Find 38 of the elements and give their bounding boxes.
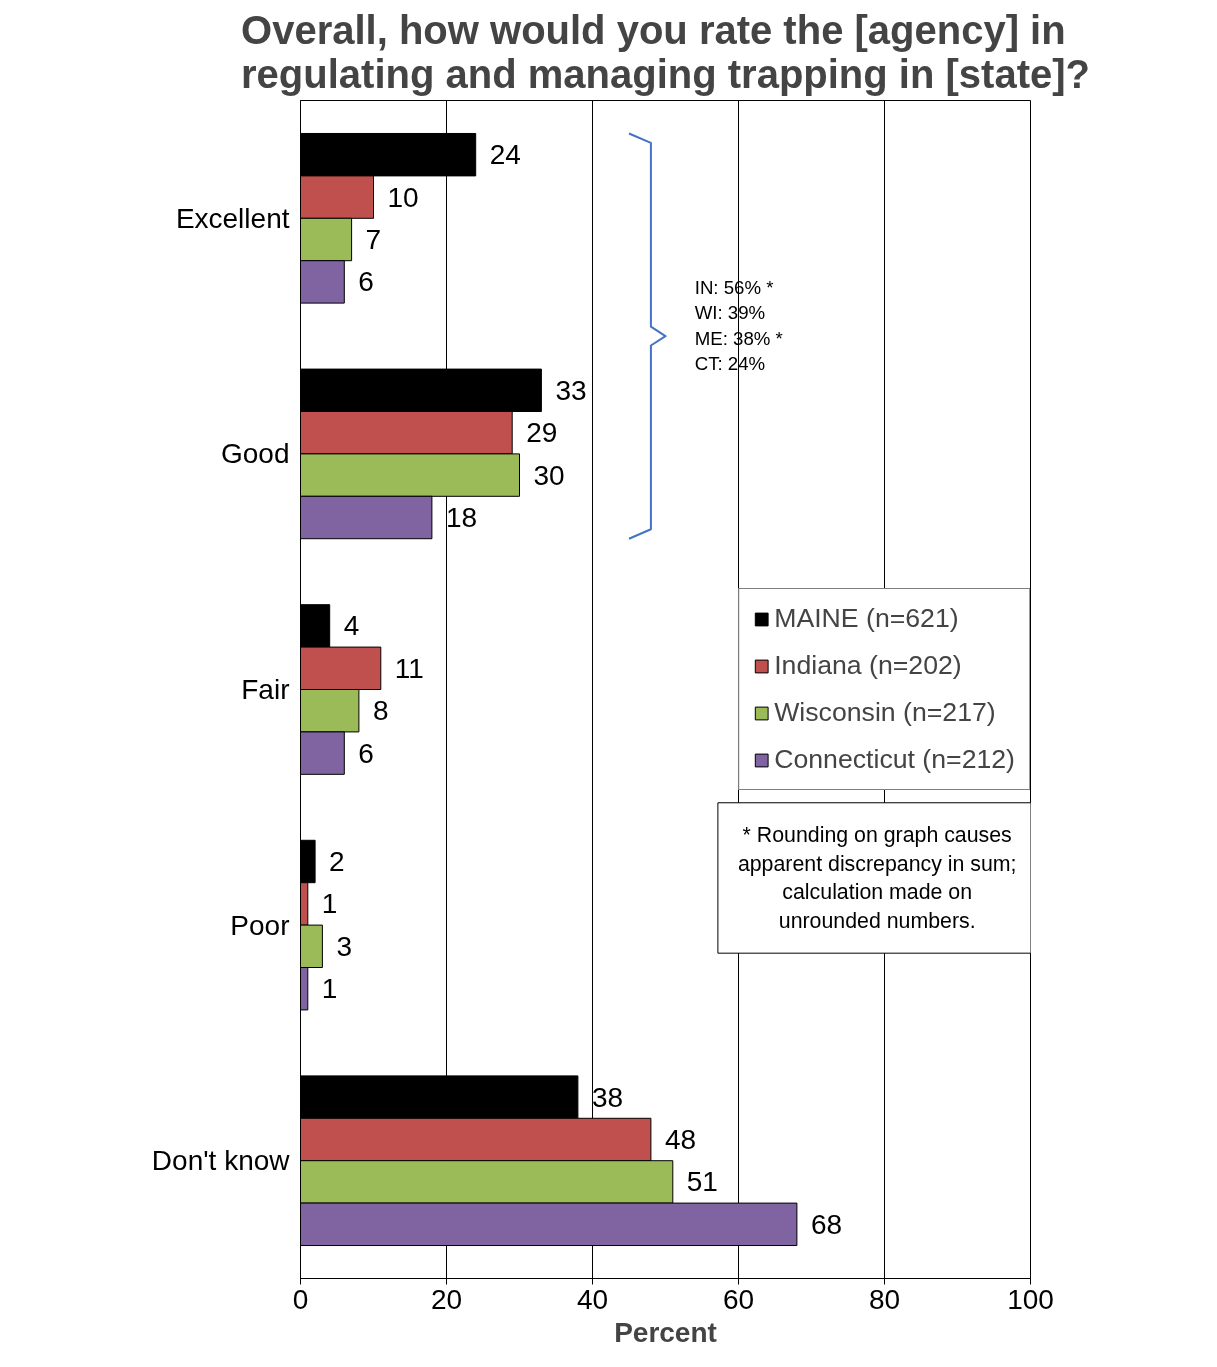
x-tick-label: 100 — [1007, 1283, 1054, 1315]
annotation: * Rounding on graph causes apparent discrepancy in sum; calculation made on unrounded numbers. — [737, 822, 1017, 934]
data-label: 33 — [555, 374, 587, 406]
x-tick-label: 80 — [868, 1283, 901, 1315]
legend-label: Connecticut (n=212) — [774, 744, 1015, 775]
x-tick-label: 60 — [722, 1283, 755, 1315]
data-label: 48 — [664, 1124, 697, 1155]
data-label: 10 — [387, 181, 419, 213]
data-label: 51 — [686, 1166, 718, 1198]
x-tick-label: 0 — [292, 1283, 309, 1315]
legend-label: Wisconsin (n=217) — [774, 697, 996, 728]
y-tick-label: Excellent — [175, 202, 290, 234]
x-axis-title: Percent — [614, 1316, 717, 1348]
x-tick-label: 40 — [576, 1283, 609, 1315]
data-label: 24 — [489, 139, 521, 171]
data-label: 30 — [533, 459, 565, 491]
legend-label: MAINE (n=621) — [774, 603, 959, 634]
data-label: 29 — [526, 417, 558, 449]
data-label: 38 — [591, 1081, 624, 1113]
data-label: 1 — [321, 888, 338, 920]
legend-label: Indiana (n=202) — [774, 650, 962, 681]
y-tick-label: Fair — [241, 674, 290, 705]
data-label: 6 — [358, 737, 374, 769]
y-tick-label: Poor — [230, 909, 290, 941]
data-label: 7 — [365, 224, 382, 255]
chart-title: Overall, how would you rate the [agency] in regulating and managing trapping in [state]? — [241, 7, 1090, 96]
y-tick-label: Good — [221, 438, 290, 470]
data-label: 4 — [343, 610, 360, 642]
x-tick-label: 20 — [430, 1283, 463, 1315]
data-label: 1 — [321, 973, 338, 1005]
data-label: 11 — [394, 652, 424, 684]
data-label: 3 — [336, 930, 352, 962]
y-tick-label: Don't know — [151, 1145, 291, 1177]
data-label: 8 — [372, 695, 389, 727]
data-label: 68 — [810, 1208, 843, 1240]
data-label: 6 — [358, 266, 374, 298]
data-label: 18 — [445, 502, 478, 534]
data-label: 2 — [329, 845, 345, 877]
